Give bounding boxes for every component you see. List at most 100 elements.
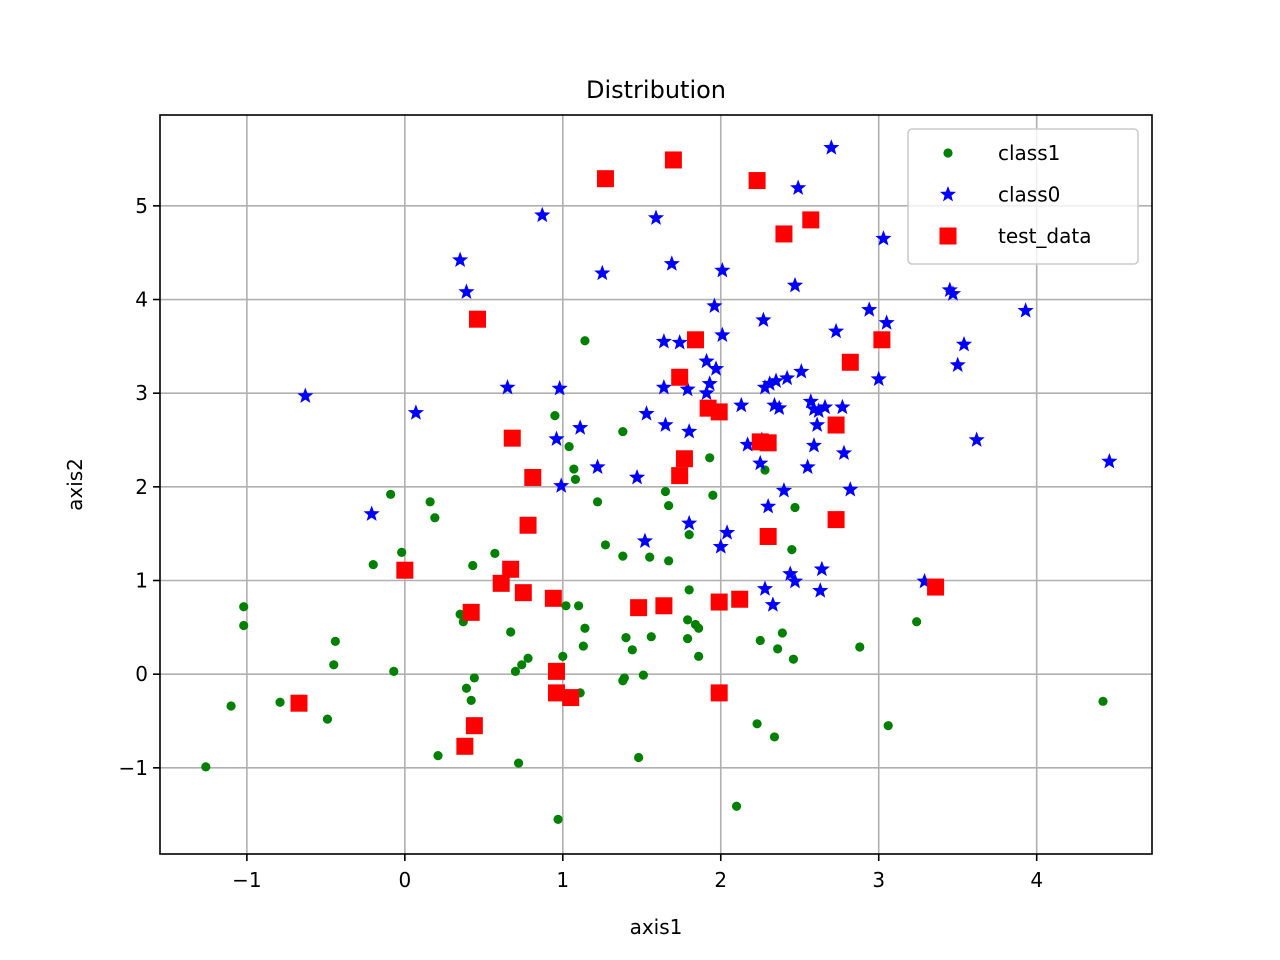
- class0-point: [458, 283, 475, 299]
- class0-point: [572, 419, 589, 435]
- class1-point: [788, 654, 799, 664]
- test-data-point: [671, 368, 689, 386]
- class0-point: [812, 582, 829, 598]
- class0-point: [834, 398, 851, 415]
- test-data-point: [675, 450, 693, 468]
- class0-point: [589, 458, 606, 475]
- legend-label-class1: class1: [998, 141, 1060, 165]
- class1-point: [558, 651, 568, 661]
- class1-point: [550, 411, 560, 421]
- class0-point: [714, 261, 731, 278]
- class0-point: [816, 398, 834, 415]
- test-data-point: [514, 584, 532, 602]
- x-tick-label: 3: [872, 868, 885, 892]
- class1-point: [469, 673, 479, 683]
- class0-point: [761, 375, 778, 391]
- class0-point: [701, 375, 718, 391]
- class1-point: [638, 670, 648, 680]
- class0-point: [809, 416, 826, 432]
- class1-point: [433, 751, 443, 761]
- class1-point: [708, 490, 718, 500]
- class1-point: [682, 633, 693, 644]
- axis-ticks: −1 0 1 2 3 4 −1 0 1 2 3 4 5: [119, 194, 1044, 892]
- class0-point: [655, 379, 672, 395]
- legend-marker-class1: [943, 148, 953, 158]
- test-data-point: [873, 331, 891, 349]
- class0-point: [647, 209, 665, 225]
- class0-point: [875, 230, 892, 246]
- y-tick-label: 5: [135, 194, 148, 218]
- class1-point: [855, 642, 865, 652]
- class0-point: [810, 402, 827, 418]
- chart-title: Distribution: [586, 76, 726, 104]
- class0-point: [767, 372, 785, 388]
- class1-point: [627, 645, 637, 655]
- class0-point: [782, 565, 799, 581]
- class1-point: [1098, 696, 1108, 706]
- class0-point: [681, 514, 698, 531]
- test-data-point: [927, 578, 945, 596]
- class0-point: [733, 396, 750, 413]
- class0-point: [949, 356, 966, 372]
- class0-point: [681, 423, 698, 439]
- test-data-point: [710, 593, 728, 611]
- test-data-point: [502, 560, 520, 578]
- legend-label-test-data: test_data: [998, 224, 1091, 248]
- test-data-point: [492, 574, 510, 592]
- class0-point: [766, 396, 783, 413]
- class0-point: [793, 363, 810, 379]
- class1-point: [646, 632, 656, 642]
- series-class1: [201, 336, 1108, 824]
- test-data-point: [686, 331, 704, 349]
- class0-point: [534, 206, 551, 223]
- test-data-point: [547, 662, 565, 680]
- class1-point: [752, 719, 762, 729]
- class0-point: [657, 416, 674, 432]
- test-data-point: [748, 172, 766, 190]
- legend-marker-test-data: [939, 227, 957, 245]
- class1-point: [621, 633, 631, 643]
- class1-point: [322, 714, 333, 724]
- y-tick-label: 4: [135, 288, 148, 312]
- class1-point: [664, 556, 674, 566]
- class1-point: [553, 814, 563, 824]
- class0-point: [363, 505, 380, 521]
- class0-point: [944, 285, 962, 301]
- y-tick-label: 3: [135, 381, 148, 405]
- class0-point: [1017, 302, 1034, 318]
- class0-point: [712, 538, 729, 554]
- class1-point: [506, 627, 516, 637]
- class0-point: [548, 430, 565, 446]
- class1-point: [755, 635, 765, 646]
- test-data-point: [290, 694, 308, 712]
- class0-point: [786, 572, 804, 589]
- class1-point: [510, 666, 521, 676]
- test-data-point: [802, 211, 820, 229]
- class1-point: [330, 636, 340, 646]
- class0-point: [861, 301, 878, 317]
- class0-point: [779, 369, 796, 386]
- class1-point: [634, 752, 644, 763]
- test-data-point: [547, 684, 565, 702]
- legend-label-class0: class0: [998, 183, 1060, 207]
- class0-point: [452, 251, 469, 268]
- test-data-point: [827, 511, 845, 529]
- class1-point: [513, 758, 524, 768]
- class0-point: [655, 333, 672, 349]
- class0-point: [698, 352, 715, 369]
- class1-point: [618, 551, 628, 561]
- class1-point: [523, 653, 533, 663]
- class1-point: [580, 623, 590, 633]
- y-tick-label: 0: [135, 662, 148, 686]
- class1-point: [660, 486, 671, 497]
- x-axis-label: axis1: [630, 915, 683, 939]
- class1-point: [912, 617, 922, 627]
- class0-point: [638, 405, 655, 421]
- test-data-point: [710, 684, 728, 702]
- class1-point: [731, 801, 742, 811]
- class1-point: [239, 602, 249, 612]
- class1-point: [769, 732, 780, 742]
- class0-point: [551, 380, 568, 396]
- class1-point: [564, 441, 574, 452]
